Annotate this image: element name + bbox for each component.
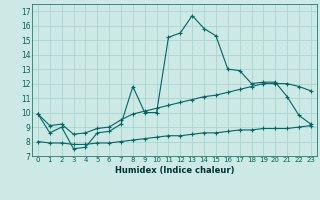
X-axis label: Humidex (Indice chaleur): Humidex (Indice chaleur) [115,166,234,175]
